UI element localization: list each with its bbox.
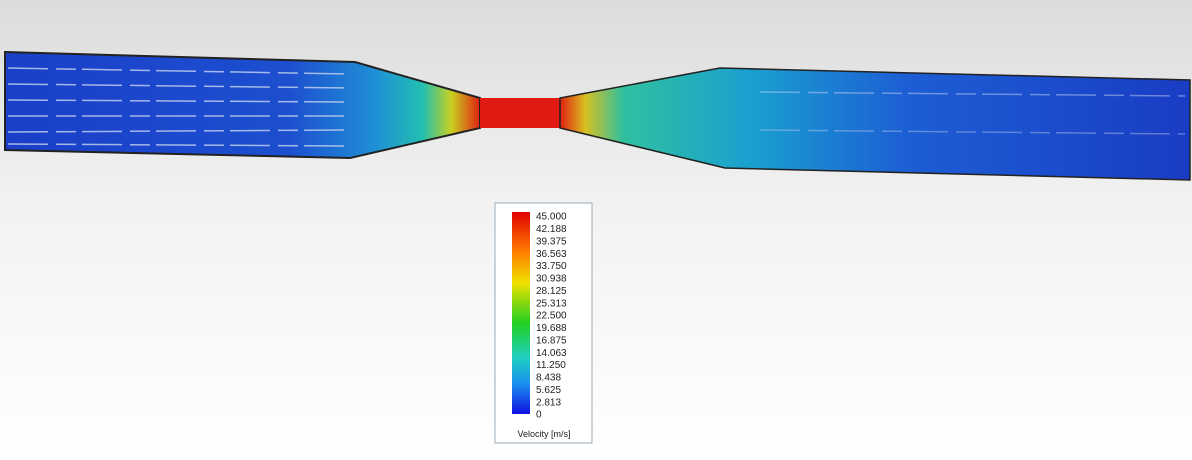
legend-tick-label: 25.313 bbox=[536, 298, 567, 309]
legend-tick-label: 2.813 bbox=[536, 397, 561, 408]
legend-tick-label: 22.500 bbox=[536, 311, 567, 322]
legend-tick-label: 36.563 bbox=[536, 249, 567, 260]
legend-tick-label: 45.000 bbox=[536, 212, 567, 223]
legend-tick-label: 39.375 bbox=[536, 236, 567, 247]
legend-tick-label: 16.875 bbox=[536, 335, 567, 346]
legend-label: Velocity [m/s] bbox=[517, 429, 570, 439]
throat bbox=[480, 98, 560, 128]
streamlines bbox=[7, 67, 1186, 147]
legend-tick-label: 19.688 bbox=[536, 323, 567, 334]
legend-tick-label: 0 bbox=[536, 410, 542, 421]
outlet-pipe bbox=[559, 67, 1191, 181]
legend-tick-label: 42.188 bbox=[536, 224, 567, 235]
legend-tick-label: 11.250 bbox=[536, 360, 566, 371]
legend-box bbox=[494, 202, 593, 444]
legend-tick-label: 8.438 bbox=[536, 373, 561, 384]
legend-tick-label: 30.938 bbox=[536, 274, 567, 285]
legend-tick-label: 33.750 bbox=[536, 261, 567, 272]
color-bar bbox=[512, 212, 530, 414]
legend-tick-label: 14.063 bbox=[536, 348, 567, 359]
legend-tick-label: 5.625 bbox=[536, 385, 561, 396]
legend-tick-label: 28.125 bbox=[536, 286, 567, 297]
